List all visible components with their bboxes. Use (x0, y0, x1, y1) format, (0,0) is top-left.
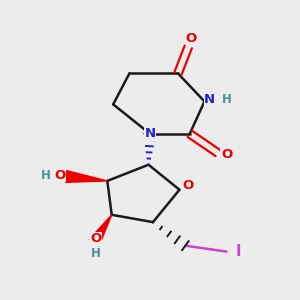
Text: H: H (222, 93, 232, 106)
Text: H: H (91, 247, 100, 260)
Text: O: O (183, 179, 194, 192)
Text: I: I (236, 244, 241, 259)
Text: O: O (221, 148, 232, 161)
Polygon shape (89, 215, 112, 246)
Text: O: O (55, 169, 66, 182)
Text: N: N (144, 127, 156, 140)
Text: H: H (41, 169, 51, 182)
Text: O: O (90, 232, 101, 245)
Text: N: N (204, 93, 215, 106)
Polygon shape (65, 171, 107, 182)
Text: O: O (186, 32, 197, 45)
